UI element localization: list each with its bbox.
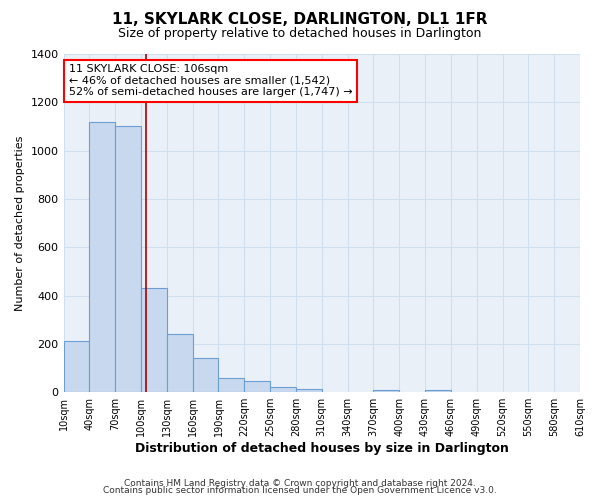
X-axis label: Distribution of detached houses by size in Darlington: Distribution of detached houses by size … <box>135 442 509 455</box>
Bar <box>115 126 141 392</box>
Bar <box>296 388 322 392</box>
Bar <box>218 378 244 392</box>
Bar <box>89 122 115 392</box>
Y-axis label: Number of detached properties: Number of detached properties <box>15 136 25 311</box>
Text: Contains public sector information licensed under the Open Government Licence v3: Contains public sector information licen… <box>103 486 497 495</box>
Text: 11, SKYLARK CLOSE, DARLINGTON, DL1 1FR: 11, SKYLARK CLOSE, DARLINGTON, DL1 1FR <box>112 12 488 28</box>
Bar <box>373 390 399 392</box>
Bar <box>193 358 218 392</box>
Bar <box>64 342 89 392</box>
Bar <box>270 388 296 392</box>
Bar <box>141 288 167 392</box>
Bar <box>167 334 193 392</box>
Text: 11 SKYLARK CLOSE: 106sqm
← 46% of detached houses are smaller (1,542)
52% of sem: 11 SKYLARK CLOSE: 106sqm ← 46% of detach… <box>69 64 352 98</box>
Bar <box>425 390 451 392</box>
Text: Size of property relative to detached houses in Darlington: Size of property relative to detached ho… <box>118 28 482 40</box>
Bar <box>244 382 270 392</box>
Text: Contains HM Land Registry data © Crown copyright and database right 2024.: Contains HM Land Registry data © Crown c… <box>124 478 476 488</box>
